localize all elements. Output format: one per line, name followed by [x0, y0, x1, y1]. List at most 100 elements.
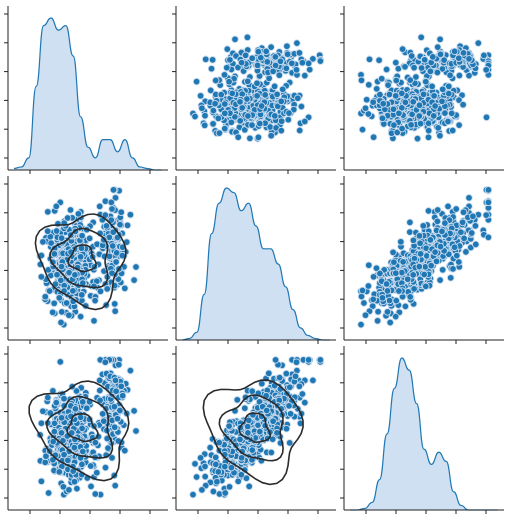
panel-r2-c0-point [71, 478, 78, 485]
panel-r2-c1-point [274, 430, 281, 437]
panel-r0-c2-point [449, 127, 456, 134]
panel-r2-c1-point [214, 478, 221, 485]
panel-r2-c0-point [80, 448, 87, 455]
panel-r0-c2-point [410, 99, 417, 106]
panel-r0-c2-point [383, 66, 390, 73]
panel-r0-c2-point [418, 34, 425, 41]
panel-r0-c1-point [244, 96, 251, 103]
panel-r1-c2-point [434, 218, 441, 225]
panel-r2-c0-point [87, 463, 94, 470]
panel-r0-c1-point [199, 105, 206, 112]
panel-r0-c1-point [215, 115, 222, 122]
panel-r1-c0-point [111, 301, 118, 308]
panel-r1-c2-point [485, 187, 492, 194]
panel-r2-c1-point [283, 370, 290, 377]
panel-r0-c2-point [362, 105, 369, 112]
panel-r2-c1 [172, 346, 336, 514]
panel-r0-c1-point [305, 60, 312, 67]
panel-r2-c0-point [38, 478, 45, 485]
panel-r2-c1-point [296, 383, 303, 390]
panel-r0-c2-point [434, 69, 441, 76]
panel-r0-c1-point [224, 46, 231, 53]
panel-r0-c2-point [483, 67, 490, 74]
panel-r0-c2-point [378, 75, 385, 82]
panel-r2-c1-point [242, 405, 249, 412]
panel-r0-c2-point [445, 118, 452, 125]
panel-r0-c2-point [377, 91, 384, 98]
panel-r1-c2-point [454, 252, 461, 259]
panel-r2-c1-point [234, 397, 241, 404]
panel-r1-c0-point [58, 235, 65, 242]
panel-r0-c2-point [435, 125, 442, 132]
panel-r1-c0-point [79, 232, 86, 239]
panel-r1-c0-point [102, 198, 109, 205]
panel-r2-c0-point [99, 411, 106, 418]
panel-r1-c0-point [112, 308, 119, 315]
panel-r2-c1-point [305, 357, 312, 364]
panel-r0-c1-point [278, 98, 285, 105]
panel-r0-c1-point [268, 132, 275, 139]
panel-r2-c1-point [286, 440, 293, 447]
panel-r0-c2-point [430, 113, 437, 120]
panel-r2-c0-point [45, 394, 52, 401]
panel-r1-c2-point [434, 207, 441, 214]
panel-r2-c0 [4, 346, 168, 514]
panel-r1-c2-point [377, 270, 384, 277]
panel-r0-c1-point [302, 118, 309, 125]
panel-r2-c2 [340, 346, 504, 514]
panel-r1-c2-point [400, 259, 407, 266]
panel-r0-c1-point [296, 50, 303, 57]
panel-r0-c2-point [483, 114, 490, 121]
panel-r2-c0-point [88, 483, 95, 490]
panel-r1-c0-point [109, 243, 116, 250]
panel-r0-c1-point [212, 100, 219, 107]
panel-r1-c2-point [391, 259, 398, 266]
panel-r0-c2-point [430, 54, 437, 61]
panel-r1-c2-point [472, 223, 479, 230]
panel-r0-c2-point [437, 36, 444, 43]
panel-r0-c1-point [284, 51, 291, 58]
panel-r2-c0-point [97, 387, 104, 394]
panel-r0-c1-point [279, 86, 286, 93]
panel-r0-c2-point [451, 48, 458, 55]
panel-r2-c0-point [113, 388, 120, 395]
panel-r1-c2-point [416, 233, 423, 240]
panel-r0-c1-point [284, 43, 291, 50]
panel-r2-c1-point [293, 359, 300, 366]
panel-r1-c0-point [124, 222, 131, 229]
panel-r2-c1-point [310, 377, 317, 384]
panel-r2-c0-point [105, 445, 112, 452]
panel-r2-c1-point [202, 473, 209, 480]
panel-r0-c2-point [446, 90, 453, 97]
panel-r2-c0-point [122, 447, 129, 454]
panel-r2-c0-point [40, 408, 47, 415]
panel-r2-c0-point [111, 424, 118, 431]
panel-r1-c0 [4, 176, 168, 344]
panel-r1-c2-point [439, 267, 446, 274]
panel-r1-c2-point [439, 228, 446, 235]
panel-r0-c1-point [201, 122, 208, 129]
panel-r1-c2-point [396, 288, 403, 295]
panel-r0-c1-point [295, 95, 302, 102]
panel-r0-c1-point [276, 72, 283, 79]
panel-r2-c1-point [268, 449, 275, 456]
panel-r0-c2-point [448, 110, 455, 117]
panel-r1-c2-point [398, 239, 405, 246]
panel-r0-c1-point [271, 83, 278, 90]
panel-r2-c1-point [210, 488, 217, 495]
panel-r0-c1-point [245, 113, 252, 120]
panel-r2-c1-point [266, 370, 273, 377]
panel-r2-c1-point [193, 474, 200, 481]
panel-r0-c1-point [254, 62, 261, 69]
panel-r1-c0-point [92, 297, 99, 304]
panel-r0-c2-point [466, 56, 473, 63]
panel-r0-c2-point [363, 96, 370, 103]
panel-r0-c2-point [407, 77, 414, 84]
panel-r2-c0-point [133, 428, 140, 435]
panel-r0-c1-point [229, 90, 236, 97]
panel-r1-c2-point [423, 283, 430, 290]
panel-r1-c2-point [451, 244, 458, 251]
panel-r1-c2-point [447, 275, 454, 282]
panel-r0-c1-point [202, 56, 209, 63]
